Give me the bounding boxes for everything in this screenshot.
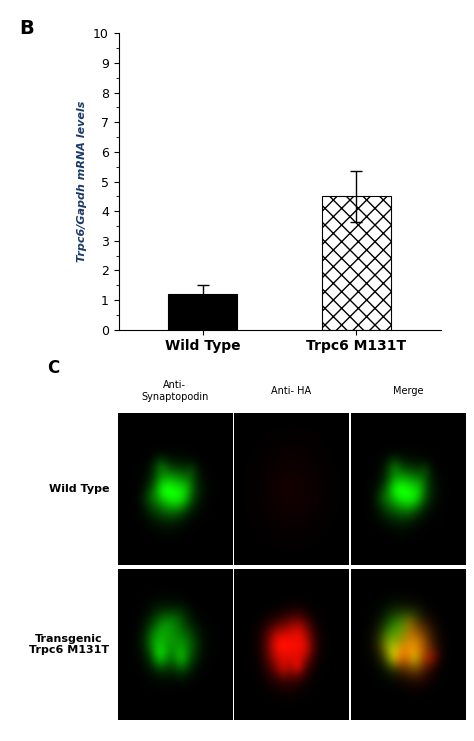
- Text: Anti-
Synaptopodin: Anti- Synaptopodin: [141, 380, 208, 402]
- Text: Anti- HA: Anti- HA: [272, 386, 311, 396]
- Text: Merge: Merge: [393, 386, 424, 396]
- Bar: [322, 196, 391, 330]
- Text: Transgenic
Trpc6 M131T: Transgenic Trpc6 M131T: [29, 634, 109, 656]
- Bar: [168, 294, 237, 330]
- Text: C: C: [47, 359, 60, 377]
- Y-axis label: Trpc6/Gapdh mRNA levels: Trpc6/Gapdh mRNA levels: [77, 101, 87, 262]
- Text: B: B: [19, 19, 34, 38]
- Text: Wild Type: Wild Type: [48, 484, 109, 494]
